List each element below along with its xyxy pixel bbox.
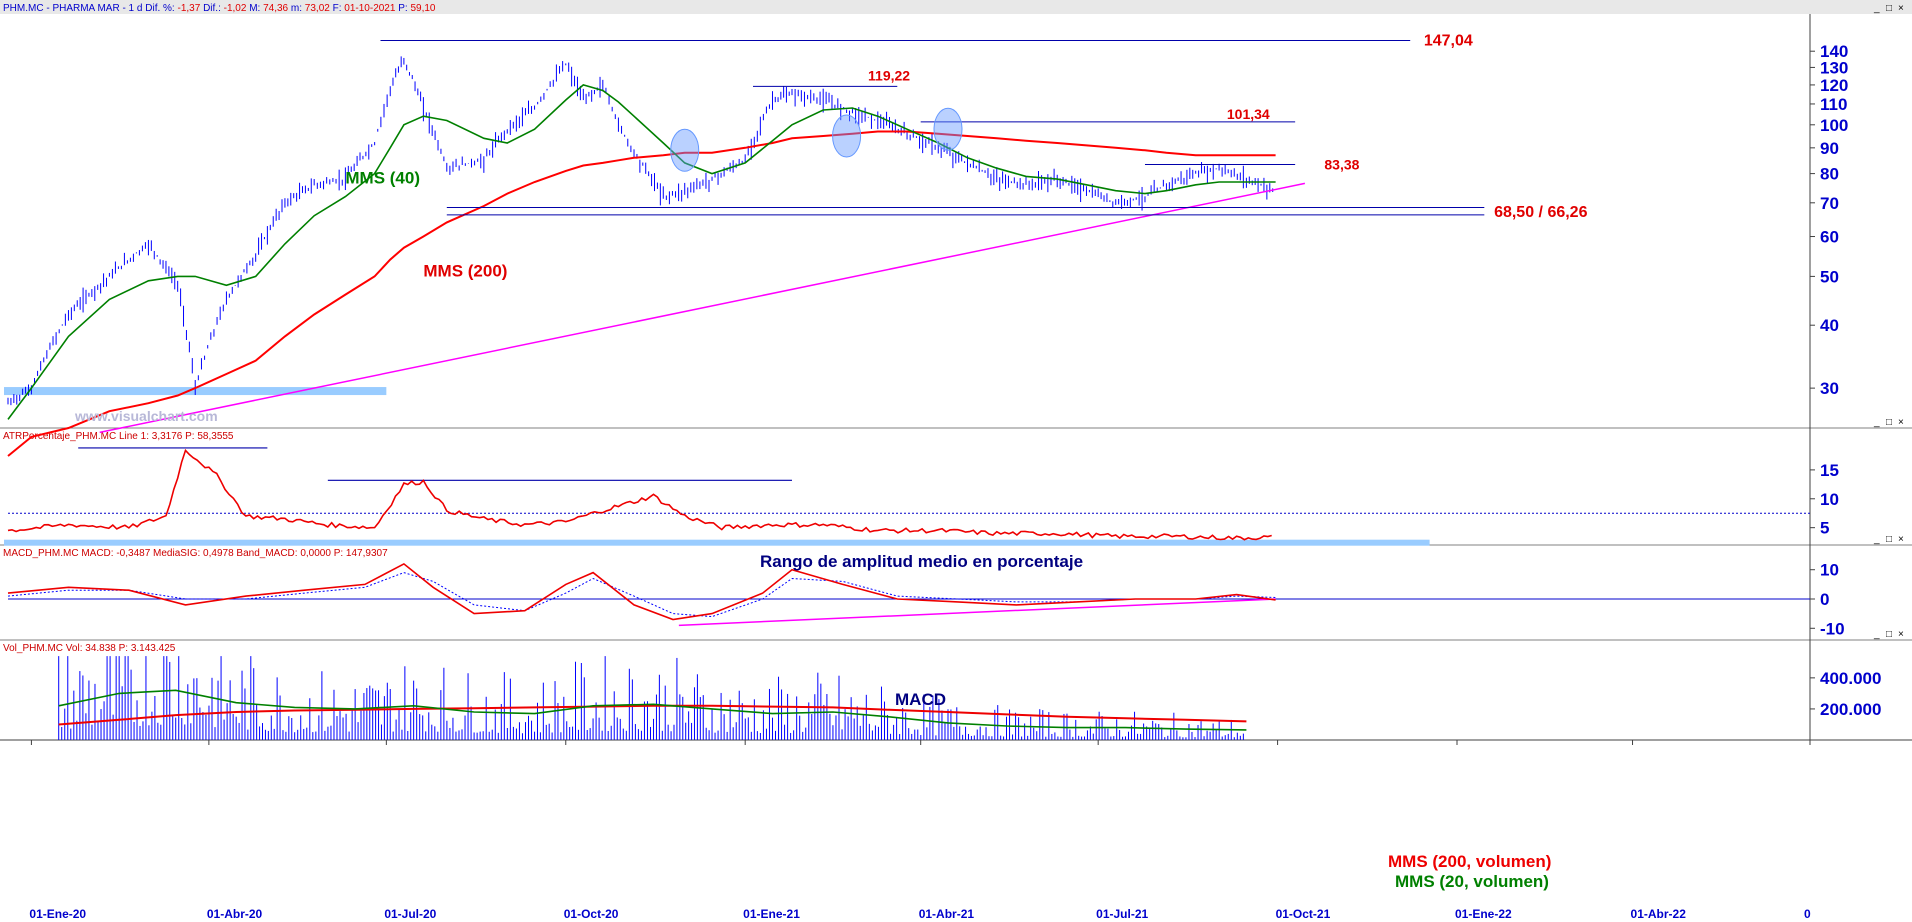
price-header-field-label: P: (398, 3, 410, 14)
volume-axis-tick-label: 200.000 (1820, 700, 1881, 719)
atr-panel-header: ATRPorcentaje_PHM.MC Line 1: 3,3176 P: 5… (3, 431, 234, 442)
price-axis-tick-label: 120 (1820, 76, 1848, 95)
minimize-icon[interactable]: _ (1873, 417, 1880, 428)
date-axis-tick-label: 01-Abr-20 (207, 907, 263, 921)
atr-axis-tick-label: 10 (1820, 490, 1839, 509)
date-axis-tick-label: 01-Abr-21 (919, 907, 975, 921)
macd-line (7, 562, 1276, 621)
price-header-field-value: 74,36 (263, 3, 291, 14)
close-icon[interactable]: × (1898, 629, 1904, 640)
macd-signal-line (7, 572, 1276, 618)
date-axis-tick-label: 01-Abr-22 (1631, 907, 1687, 921)
volume-mms200-legend: MMS (200, volumen) (1388, 852, 1551, 871)
price-header-field-label: Dif.: (203, 3, 224, 14)
price-header-field-label: m: (291, 3, 305, 14)
atr-axis-tick-label: 15 (1820, 461, 1839, 480)
price-axis-tick-label: 30 (1820, 379, 1839, 398)
level-label-101: 101,34 (1227, 106, 1270, 122)
macd-axis-tick-label: -10 (1820, 619, 1845, 638)
price-header-field-label: M: (249, 3, 263, 14)
mms40-line (7, 84, 1276, 420)
level-label-119: 119,22 (868, 67, 910, 83)
price-panel-header: PHM.MC - PHARMA MAR - 1 d Dif. %: -1,37 … (3, 3, 436, 14)
atr-line (7, 448, 1272, 541)
price-header-bar (0, 0, 1912, 14)
crossover-highlight (933, 107, 963, 151)
mms200-line (7, 130, 1276, 457)
price-header-field-label: F: (333, 3, 345, 14)
volume-panel-header: Vol_PHM.MC Vol: 34.838 P: 3.143.425 (3, 643, 176, 654)
trend-line (99, 182, 1306, 434)
close-icon[interactable]: × (1898, 534, 1904, 545)
atr-floor-zone (4, 539, 1430, 546)
price-window-controls[interactable]: _ □ × (1873, 3, 1904, 14)
price-axis-tick-label: 50 (1820, 267, 1839, 286)
price-axis-tick-label: 140 (1820, 42, 1848, 61)
macd-panel-title: MACD (895, 690, 946, 709)
price-header-field-value: 73,02 (305, 3, 333, 14)
mms200-label: MMS (200) (423, 261, 507, 280)
date-axis-tick-label: 01-Ene-21 (743, 907, 800, 921)
macd-axis-tick-label: 0 (1820, 590, 1829, 609)
volume-mms20-legend: MMS (20, volumen) (1395, 872, 1549, 891)
date-axis-tick-label: 01-Oct-20 (564, 907, 619, 921)
close-icon[interactable]: × (1898, 3, 1904, 14)
date-axis-tick-label: 01-Ene-22 (1455, 907, 1512, 921)
minimize-icon[interactable]: _ (1873, 3, 1880, 14)
date-axis-tick-label: 0 (1804, 907, 1811, 921)
price-header-field-value: -1,02 (224, 3, 250, 14)
date-axis-tick-label: 01-Jul-21 (1096, 907, 1148, 921)
macd-window-controls[interactable]: _ □ × (1873, 534, 1904, 545)
volume-mms20-line (58, 689, 1247, 731)
price-header-symbol: PHM.MC - PHARMA MAR - 1 d (3, 3, 145, 14)
date-axis-tick-label: 01-Oct-21 (1276, 907, 1331, 921)
level-label-147: 147,04 (1424, 32, 1473, 49)
price-axis-tick-label: 100 (1820, 116, 1848, 135)
price-axis-tick-label: 70 (1820, 194, 1839, 213)
macd-header-bar (0, 545, 1912, 558)
price-axis-tick-label: 90 (1820, 139, 1839, 158)
crossover-highlight (670, 128, 700, 172)
volume-axis-tick-label: 400.000 (1820, 669, 1881, 688)
price-header-field-value: 59,10 (410, 3, 435, 14)
level-label-83: 83,38 (1324, 157, 1359, 173)
date-axis-tick-label: 01-Jul-20 (384, 907, 436, 921)
support-level-label: 68,50 / 66,26 (1494, 204, 1588, 221)
macd-panel-header: MACD_PHM.MC MACD: -0,3487 MediaSIG: 0,49… (3, 548, 388, 559)
maximize-icon[interactable]: □ (1886, 3, 1892, 14)
price-axis-tick-label: 40 (1820, 316, 1839, 335)
volume-window-controls[interactable]: _ □ × (1873, 629, 1904, 640)
price-axis-tick-label: 60 (1820, 228, 1839, 247)
macd-trend-line (678, 598, 1276, 627)
date-axis-tick-label: 01-Ene-20 (29, 907, 86, 921)
watermark: www.visualchart.com (74, 408, 218, 424)
atr-panel-title: Rango de amplitud medio en porcentaje (760, 552, 1083, 571)
price-header-field-label: Dif. %: (145, 3, 177, 14)
minimize-icon[interactable]: _ (1873, 534, 1880, 545)
price-axis-tick-label: 80 (1820, 165, 1839, 184)
atr-axis-tick-label: 5 (1820, 519, 1829, 538)
price-header-field-value: -1,37 (177, 3, 203, 14)
vol-header-bar (0, 640, 1912, 653)
atr-window-controls[interactable]: _ □ × (1873, 417, 1904, 428)
close-icon[interactable]: × (1898, 417, 1904, 428)
macd-axis-tick-label: 10 (1820, 561, 1839, 580)
maximize-icon[interactable]: □ (1886, 534, 1892, 545)
minimize-icon[interactable]: _ (1873, 629, 1880, 640)
price-header-field-value: 01-10-2021 (344, 3, 398, 14)
price-axis-tick-label: 110 (1820, 95, 1847, 114)
maximize-icon[interactable]: □ (1886, 417, 1892, 428)
price-axis-tick-label: 130 (1820, 58, 1848, 77)
atr-header-bar (0, 428, 1912, 441)
mms40-label: MMS (40) (345, 168, 420, 187)
volume-mms200-line (58, 704, 1247, 726)
maximize-icon[interactable]: □ (1886, 629, 1892, 640)
crossover-highlight (832, 114, 862, 158)
